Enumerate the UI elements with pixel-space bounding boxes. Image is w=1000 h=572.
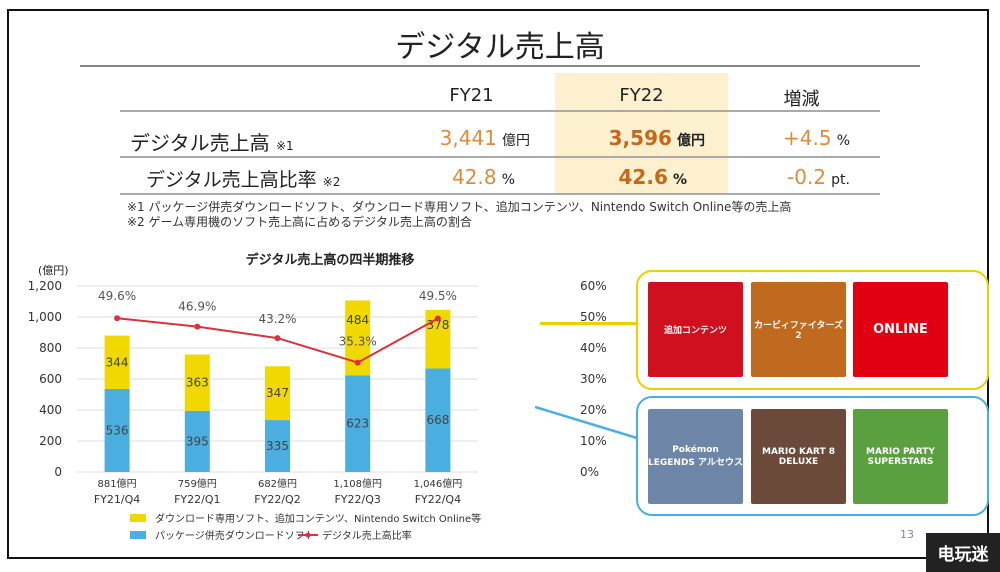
- x-tick-label: FY22/Q4: [415, 493, 461, 506]
- footnote-1: ※1 パッケージ併売ダウンロードソフト、ダウンロード専用ソフト、追加コンテンツ、…: [127, 200, 792, 214]
- legend-label-ratio: デジタル売上高比率: [322, 529, 412, 542]
- total-label: 759億円: [178, 477, 217, 490]
- watermark-logo: 电玩迷: [926, 533, 1000, 572]
- bar-label-package: 668: [426, 413, 449, 427]
- change-digital-ratio: -0.2 pt.: [787, 165, 850, 189]
- page-number: 13: [900, 528, 914, 541]
- x-tick-label: FY22/Q3: [334, 493, 380, 506]
- bar-download-only: [184, 354, 210, 411]
- y-tick-label: 0: [54, 465, 62, 479]
- total-label: 881億円: [98, 477, 137, 490]
- blue-connector: [535, 405, 637, 440]
- header-fy22: FY22: [619, 85, 664, 106]
- y-tick-label: 200: [39, 434, 62, 448]
- y2-tick-label: 10%: [580, 434, 607, 448]
- fy21-digital-ratio: 42.8 %: [452, 165, 515, 189]
- thumb-mariokart: MARIO KART 8 DELUXE: [751, 409, 846, 504]
- bar-download-only: [104, 335, 130, 389]
- chart-title: デジタル売上高の四半期推移: [245, 253, 415, 268]
- x-tick-label: FY22/Q2: [254, 493, 300, 506]
- bar-package: [184, 410, 210, 472]
- change-digital-sales: +4.5 %: [783, 126, 850, 150]
- bar-label-package: 395: [186, 434, 209, 448]
- bar-package: [265, 420, 290, 472]
- ratio-point: [114, 315, 121, 322]
- header-fy21: FY21: [449, 85, 494, 106]
- y-axis-unit: (億円): [38, 264, 69, 277]
- ratio-label: 49.5%: [419, 289, 457, 303]
- package-group: Pokémon LEGENDS アルセウス MARIO KART 8 DELUX…: [636, 396, 989, 516]
- y2-tick-label: 30%: [580, 372, 607, 386]
- header-change: 増減: [783, 89, 820, 110]
- bar-label-package: 335: [266, 439, 289, 453]
- bar-download-only: [265, 366, 290, 421]
- y-tick-label: 1,200: [28, 279, 62, 293]
- fy22-digital-ratio: 42.6 %: [618, 165, 687, 189]
- y-tick-label: 1,000: [28, 310, 62, 324]
- digital-only-group: 追加コンテンツ カービィファイターズ2 ONLINE: [636, 270, 989, 390]
- ratio-point: [434, 315, 441, 322]
- bar-label-download-only: 363: [186, 376, 209, 390]
- bar-package: [104, 388, 130, 472]
- y-tick-label: 600: [39, 372, 62, 386]
- ratio-point: [354, 359, 361, 366]
- bar-label-package: 623: [346, 417, 369, 431]
- fy22-digital-sales: 3,596 億円: [608, 126, 705, 150]
- thumb-pokemon: Pokémon LEGENDS アルセウス: [648, 409, 743, 504]
- total-label: 1,108億円: [333, 477, 382, 490]
- thumb-online: ONLINE: [853, 282, 948, 377]
- x-tick-label: FY21/Q4: [94, 493, 140, 506]
- row-label-digital-sales: デジタル売上高 ※1: [130, 131, 294, 155]
- legend-swatch-package: [130, 531, 146, 539]
- chart-svg: 0 0% 200 10% 400 20% 600 30% 800 40% 1,000 50% 1,200…: [28, 279, 607, 542]
- slide-title: デジタル売上高: [395, 30, 605, 65]
- legend-label-package: パッケージ併売ダウンロードソフト: [155, 529, 315, 542]
- legend-swatch-download-only: [130, 514, 146, 522]
- ratio-label: 46.9%: [178, 300, 216, 314]
- legend-label-download-only: ダウンロード専用ソフト、追加コンテンツ、Nintendo Switch Onli…: [155, 512, 481, 525]
- thumb-marioparty: MARIO PARTY SUPERSTARS: [853, 409, 948, 504]
- thumb-kirby: カービィファイターズ2: [751, 282, 846, 377]
- legend-swatch-ratio-point: [305, 532, 311, 538]
- bar-package: [425, 368, 451, 472]
- y2-tick-label: 40%: [580, 341, 607, 355]
- row-label-digital-ratio: デジタル売上高比率 ※2: [146, 169, 341, 191]
- bar-label-download-only: 484: [346, 313, 369, 327]
- y2-tick-label: 20%: [580, 403, 607, 417]
- bar-label-package: 536: [106, 423, 129, 437]
- bar-package: [345, 375, 371, 472]
- fy22-highlight: [555, 73, 728, 193]
- ratio-label: 49.6%: [98, 289, 136, 303]
- x-tick-label: FY22/Q1: [174, 493, 220, 506]
- ratio-point: [274, 335, 281, 342]
- table-divider: [120, 110, 880, 112]
- table-divider: [120, 156, 880, 158]
- total-label: 682億円: [258, 477, 297, 490]
- footnote-2: ※2 ゲーム専用機のソフト売上高に占めるデジタル売上高の割合: [127, 215, 472, 229]
- thumb-dlc: 追加コンテンツ: [648, 282, 743, 377]
- total-label: 1,046億円: [414, 477, 463, 490]
- ratio-point: [194, 323, 201, 330]
- title-divider: [80, 65, 920, 67]
- yellow-connector: [540, 322, 636, 325]
- y-tick-label: 400: [39, 403, 62, 417]
- fy21-digital-sales: 3,441 億円: [439, 126, 530, 150]
- bar-label-download-only: 347: [266, 386, 289, 400]
- ratio-label: 35.3%: [339, 335, 377, 349]
- bar-label-download-only: 344: [106, 355, 129, 369]
- ratio-label: 43.2%: [258, 312, 296, 326]
- y2-tick-label: 0%: [580, 465, 599, 479]
- table-divider: [120, 193, 880, 195]
- y2-tick-label: 60%: [580, 279, 607, 293]
- y2-tick-label: 50%: [580, 310, 607, 324]
- y-tick-label: 800: [39, 341, 62, 355]
